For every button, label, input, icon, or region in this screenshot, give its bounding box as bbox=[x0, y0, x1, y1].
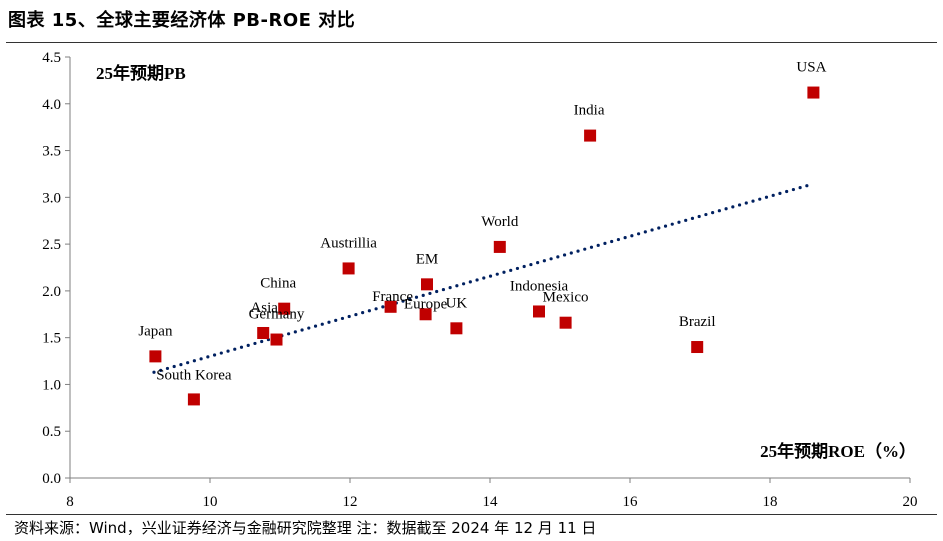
trendline-group bbox=[152, 182, 814, 374]
label-germany: Germany bbox=[249, 307, 305, 323]
point-usa bbox=[807, 86, 820, 99]
data-points bbox=[149, 86, 820, 406]
point-world bbox=[493, 240, 506, 253]
label-em: EM bbox=[416, 251, 439, 267]
x-tick-label: 12 bbox=[343, 494, 358, 510]
point-europe bbox=[419, 308, 432, 321]
point-france bbox=[384, 300, 397, 313]
source-note: 资料来源：Wind，兴业证券经济与金融研究院整理 注：数据截至 2024 年 1… bbox=[14, 519, 597, 537]
y-tick-label: 1.0 bbox=[42, 377, 61, 393]
x-tick-label: 14 bbox=[483, 494, 499, 510]
x-tick-label: 20 bbox=[903, 494, 918, 510]
label-brazil: Brazil bbox=[679, 314, 716, 330]
x-axis-title: 25年预期ROE（%） bbox=[760, 441, 916, 461]
point-south-korea bbox=[187, 393, 200, 406]
axes: 0.0 0.5 1.0 1.5 2.0 2.5 3.0 3.5 4.0 4.5 8 10 12 14 16 1… bbox=[42, 50, 917, 510]
point-india bbox=[584, 129, 597, 142]
y-tick-label: 2.5 bbox=[42, 237, 61, 253]
top-rule bbox=[6, 42, 937, 43]
point-asia bbox=[257, 326, 270, 339]
label-asia: Asia bbox=[250, 300, 278, 316]
label-world: World bbox=[481, 214, 519, 230]
y-tick-label: 4.5 bbox=[42, 50, 61, 66]
point-em bbox=[421, 278, 433, 291]
label-uk: UK bbox=[446, 295, 468, 311]
label-austrillia: Austrillia bbox=[320, 235, 377, 251]
y-tick-label: 4.0 bbox=[42, 97, 61, 113]
point-china bbox=[278, 302, 291, 315]
chart-title: 图表 15、全球主要经济体 PB-ROE 对比 bbox=[8, 10, 356, 31]
y-tick-label: 3.0 bbox=[42, 190, 61, 206]
label-usa: USA bbox=[796, 60, 826, 76]
label-indonesia: Indonesia bbox=[510, 278, 569, 294]
point-japan bbox=[149, 350, 162, 363]
y-tick-label: 3.5 bbox=[42, 144, 61, 160]
point-brazil bbox=[691, 341, 704, 354]
y-tick-label: 1.5 bbox=[42, 331, 61, 347]
x-tick-label: 18 bbox=[763, 494, 778, 510]
trendline bbox=[152, 182, 814, 374]
point-indonesia bbox=[533, 305, 545, 318]
point-mexico bbox=[559, 316, 572, 329]
x-tick-label: 10 bbox=[203, 494, 218, 510]
label-south-korea: South Korea bbox=[156, 367, 232, 383]
y-axis-title: 25年预期PB bbox=[96, 63, 186, 83]
point-uk bbox=[450, 322, 463, 335]
label-france: France bbox=[372, 289, 413, 305]
y-tick-label: 0.0 bbox=[42, 471, 61, 487]
point-austrillia bbox=[342, 262, 355, 275]
label-china: China bbox=[260, 276, 296, 292]
y-tick-label: 2.0 bbox=[42, 284, 61, 300]
label-europe: Europe bbox=[404, 296, 448, 312]
label-india: India bbox=[574, 103, 605, 119]
label-japan: Japan bbox=[138, 323, 173, 339]
x-tick-label: 8 bbox=[66, 494, 74, 510]
bottom-rule bbox=[6, 514, 937, 515]
x-tick-label: 16 bbox=[623, 494, 639, 510]
label-mexico: Mexico bbox=[543, 290, 589, 306]
y-tick-label: 0.5 bbox=[42, 424, 61, 440]
point-germany bbox=[270, 333, 283, 346]
